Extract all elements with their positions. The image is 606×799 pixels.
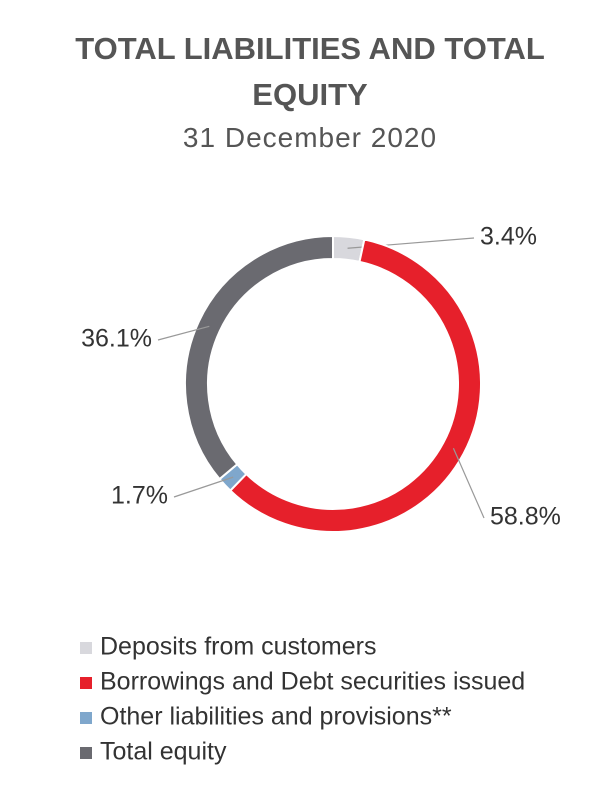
chart-title: TOTAL LIABILITIES AND TOTAL EQUITY: [75, 31, 545, 112]
legend-swatch: [80, 747, 92, 759]
legend-swatch: [80, 642, 92, 654]
chart-subtitle: 31 December 2020: [182, 122, 438, 153]
donut-slice: [228, 238, 482, 533]
legend-swatch: [80, 677, 92, 689]
donut-slice: [184, 234, 334, 481]
legend-label: Total equity: [100, 738, 227, 766]
data-label: 58.8%: [490, 503, 561, 531]
legend-label: Other liabilities and provisions**: [100, 703, 452, 731]
legend-swatch: [80, 712, 92, 724]
data-label: 36.1%: [81, 325, 152, 353]
leader-line: [452, 448, 485, 519]
leader-line: [173, 476, 234, 498]
leader-line: [157, 325, 210, 341]
data-label: 3.4%: [480, 223, 537, 251]
legend-label: Borrowings and Debt securities issued: [100, 668, 525, 696]
legend-label: Deposits from customers: [100, 633, 376, 661]
data-label: 1.7%: [111, 482, 168, 510]
